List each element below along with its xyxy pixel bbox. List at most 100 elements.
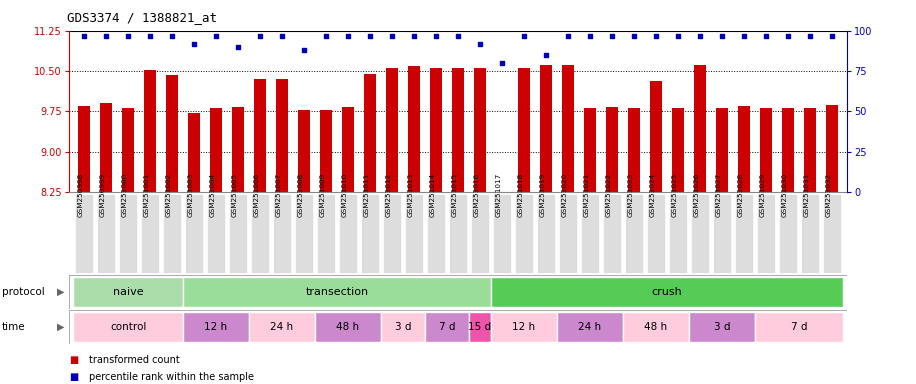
Bar <box>185 194 203 273</box>
Text: time: time <box>2 322 26 332</box>
Bar <box>689 311 755 342</box>
Bar <box>493 194 511 273</box>
Bar <box>254 79 267 192</box>
Text: GSM251018: GSM251018 <box>518 172 524 217</box>
Point <box>275 33 289 39</box>
Bar <box>188 113 200 192</box>
Text: transformed count: transformed count <box>89 355 180 365</box>
Point <box>297 47 311 53</box>
Text: GSM250998: GSM250998 <box>78 172 84 217</box>
Point <box>143 33 158 39</box>
Bar <box>298 110 311 192</box>
Text: GSM251025: GSM251025 <box>672 172 678 217</box>
Bar <box>251 194 269 273</box>
Text: GSM251003: GSM251003 <box>188 172 194 217</box>
Text: 7 d: 7 d <box>791 322 807 332</box>
Bar <box>276 79 289 192</box>
Point <box>539 52 553 58</box>
Text: GSM251009: GSM251009 <box>320 172 326 217</box>
Text: percentile rank within the sample: percentile rank within the sample <box>89 372 254 382</box>
Text: GSM251008: GSM251008 <box>298 172 304 217</box>
Text: GSM251015: GSM251015 <box>452 172 458 217</box>
Bar <box>581 194 599 273</box>
Text: GSM251027: GSM251027 <box>716 172 722 217</box>
Bar <box>755 311 843 342</box>
Text: ▶: ▶ <box>57 322 64 332</box>
Point <box>165 33 180 39</box>
Bar <box>518 68 530 192</box>
Bar <box>779 194 797 273</box>
Text: GSM251032: GSM251032 <box>826 172 832 217</box>
Text: GSM251017: GSM251017 <box>496 172 502 217</box>
Text: GSM251000: GSM251000 <box>122 172 128 217</box>
Text: 3 d: 3 d <box>714 322 730 332</box>
Point <box>209 33 224 39</box>
Point <box>253 33 267 39</box>
Point <box>341 33 355 39</box>
Bar <box>315 311 381 342</box>
Bar <box>515 194 533 273</box>
Text: 12 h: 12 h <box>204 322 227 332</box>
Text: GSM251030: GSM251030 <box>782 172 788 217</box>
Bar <box>694 65 706 192</box>
Text: transection: transection <box>305 287 368 297</box>
Bar <box>73 311 183 342</box>
Bar <box>649 81 662 192</box>
Bar <box>408 66 420 192</box>
Text: GSM251023: GSM251023 <box>628 172 634 217</box>
Point <box>99 33 114 39</box>
Bar <box>425 311 469 342</box>
Text: GSM251005: GSM251005 <box>232 172 238 217</box>
Text: GSM251001: GSM251001 <box>144 172 150 217</box>
Text: 12 h: 12 h <box>512 322 536 332</box>
Bar <box>232 107 244 192</box>
Bar <box>122 108 134 192</box>
Point <box>231 44 245 50</box>
Text: GSM251010: GSM251010 <box>342 172 348 217</box>
Bar <box>73 277 183 308</box>
Text: 7 d: 7 d <box>439 322 455 332</box>
Text: crush: crush <box>651 287 682 297</box>
Point <box>385 33 399 39</box>
Point <box>319 33 333 39</box>
Bar <box>207 194 225 273</box>
Point <box>561 33 575 39</box>
Point <box>780 33 795 39</box>
Bar <box>273 194 291 273</box>
Text: GSM251014: GSM251014 <box>430 172 436 217</box>
Bar <box>471 194 489 273</box>
Point <box>649 33 663 39</box>
Bar <box>75 194 93 273</box>
Point <box>605 33 619 39</box>
Point <box>583 33 597 39</box>
Bar <box>691 194 709 273</box>
Text: GSM251006: GSM251006 <box>254 172 260 217</box>
Bar <box>713 194 731 273</box>
Bar <box>342 107 354 192</box>
Point <box>736 33 751 39</box>
Text: protocol: protocol <box>2 287 45 297</box>
Bar <box>210 108 222 192</box>
Bar <box>386 68 398 192</box>
Bar <box>823 194 841 273</box>
Bar <box>474 68 486 192</box>
Bar <box>430 68 442 192</box>
Bar <box>469 311 491 342</box>
Bar <box>100 103 112 192</box>
Point <box>407 33 421 39</box>
Text: 48 h: 48 h <box>336 322 360 332</box>
Point <box>802 33 817 39</box>
Bar <box>383 194 401 273</box>
Bar <box>163 194 181 273</box>
Bar <box>183 277 491 308</box>
Point <box>714 33 729 39</box>
Text: ▶: ▶ <box>57 287 64 297</box>
Bar <box>537 194 555 273</box>
Bar <box>782 108 794 192</box>
Bar <box>119 194 137 273</box>
Text: GSM251013: GSM251013 <box>408 172 414 217</box>
Bar <box>804 108 816 192</box>
Text: GSM251022: GSM251022 <box>606 172 612 217</box>
Bar <box>623 311 689 342</box>
Text: GSM251020: GSM251020 <box>562 172 568 217</box>
